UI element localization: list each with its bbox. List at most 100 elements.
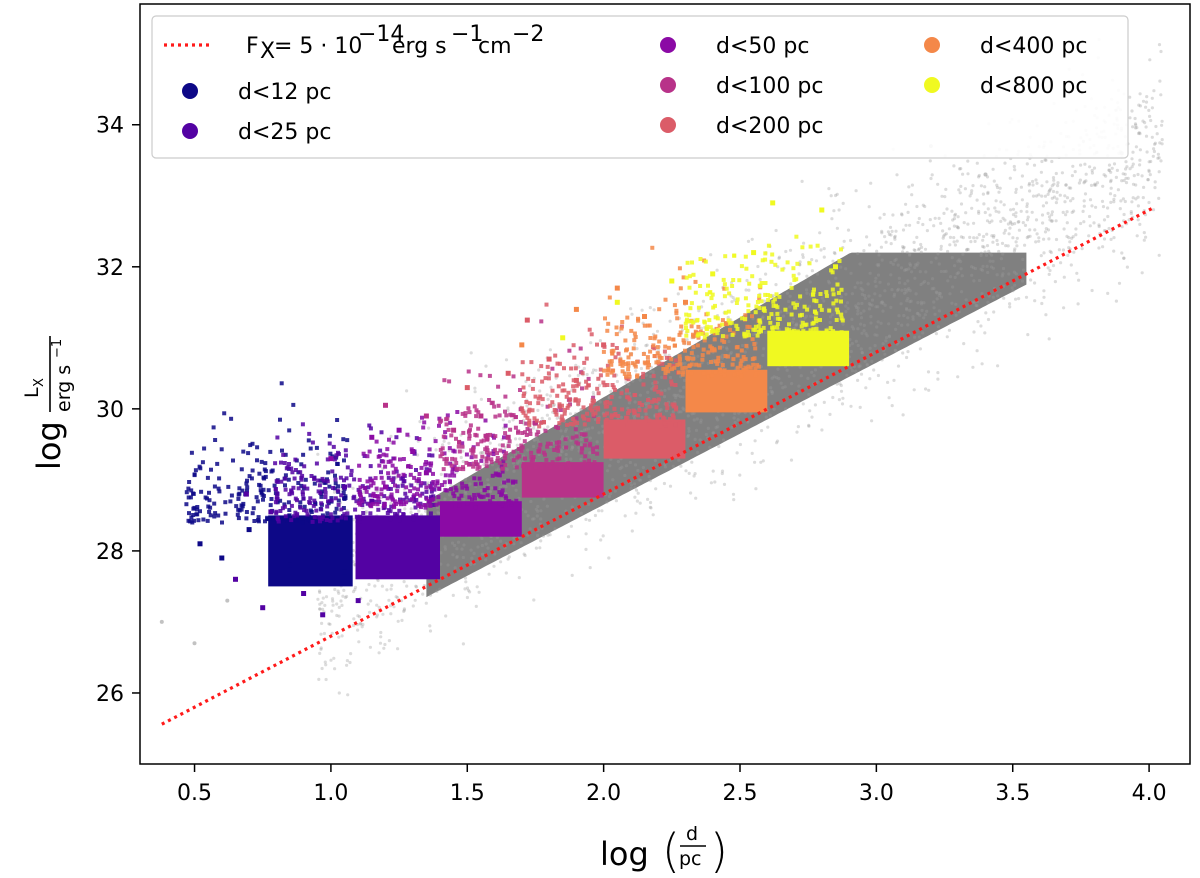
series-point [424, 467, 429, 472]
series-point [216, 486, 221, 491]
series-point [484, 450, 489, 455]
series-point [633, 393, 638, 398]
background-point [568, 412, 573, 416]
series-outlier [268, 509, 274, 515]
background-point [971, 266, 976, 270]
background-point [883, 352, 887, 356]
series-point [347, 483, 352, 488]
series-point [766, 243, 771, 248]
background-point [523, 553, 527, 558]
series-point [345, 465, 350, 470]
series-point [519, 448, 524, 453]
series-point [824, 293, 829, 298]
background-point [881, 342, 885, 346]
background-point [870, 359, 874, 363]
series-point [747, 281, 752, 286]
background-point [379, 630, 383, 635]
series-point [473, 505, 478, 510]
background-point [1114, 299, 1118, 303]
series-point [770, 252, 775, 257]
background-point [1046, 192, 1050, 196]
series-point [558, 408, 563, 412]
background-point [775, 376, 779, 380]
background-point [564, 452, 568, 457]
background-point [1156, 152, 1160, 156]
background-point [789, 282, 793, 286]
background-point [920, 308, 924, 312]
svg-text:erg s: erg s [53, 365, 75, 412]
series-point [466, 406, 471, 411]
background-point [320, 621, 324, 626]
series-point [735, 327, 740, 331]
background-point [628, 460, 633, 465]
series-point [699, 332, 704, 336]
background-point [1122, 256, 1126, 260]
series-point [548, 441, 553, 446]
background-point [1147, 169, 1151, 174]
legend-label-d400: d<400 pc [980, 34, 1087, 59]
background-point [927, 388, 931, 392]
background-point [636, 468, 640, 473]
background-point [442, 439, 446, 443]
background-point [796, 389, 800, 393]
background-point [699, 418, 703, 422]
series-point [709, 296, 714, 301]
background-point [956, 271, 961, 275]
series-outlier [770, 200, 776, 206]
background-point [946, 249, 950, 254]
background-point [662, 481, 667, 486]
series-point [184, 490, 189, 495]
series-point [360, 503, 365, 507]
series-point [205, 475, 210, 480]
series-point [496, 473, 501, 478]
series-point [593, 411, 598, 416]
background-point [1127, 218, 1131, 222]
series-point [690, 260, 694, 265]
series-point [545, 463, 550, 468]
series-point [401, 497, 406, 502]
series-point [663, 297, 668, 302]
background-point [1011, 207, 1016, 211]
background-point [1052, 178, 1056, 182]
series-point [381, 452, 386, 457]
series-outlier [683, 299, 688, 305]
series-point [520, 445, 525, 450]
series-point [562, 366, 566, 371]
background-point [1151, 208, 1156, 212]
background-point [611, 478, 615, 482]
series-point [627, 408, 632, 413]
series-point [391, 470, 396, 475]
series-point [449, 463, 454, 468]
background-point [589, 341, 593, 345]
background-point [1045, 180, 1049, 184]
background-point [636, 491, 640, 495]
series-point [354, 514, 359, 519]
background-point [584, 547, 588, 552]
series-point [495, 458, 500, 463]
background-point [880, 258, 884, 262]
series-point [661, 366, 666, 371]
series-point [331, 520, 336, 524]
background-point [400, 618, 404, 623]
series-point [647, 363, 651, 367]
series-point [460, 481, 465, 486]
background-point [961, 236, 965, 240]
series-point [706, 283, 710, 288]
series-point [440, 452, 445, 456]
background-point [639, 366, 644, 371]
series-point [576, 398, 581, 403]
series-point [188, 495, 193, 500]
background-point [774, 228, 778, 233]
background-point [1128, 116, 1132, 120]
background-point [402, 607, 406, 611]
background-point [576, 373, 580, 377]
background-point [715, 416, 719, 420]
background-point [438, 587, 442, 591]
series-point [619, 391, 624, 396]
background-point [375, 489, 379, 494]
background-point [1001, 266, 1006, 271]
background-point [922, 301, 926, 305]
series-point [293, 496, 298, 501]
series-scatter [184, 200, 850, 618]
series-point [724, 334, 729, 339]
